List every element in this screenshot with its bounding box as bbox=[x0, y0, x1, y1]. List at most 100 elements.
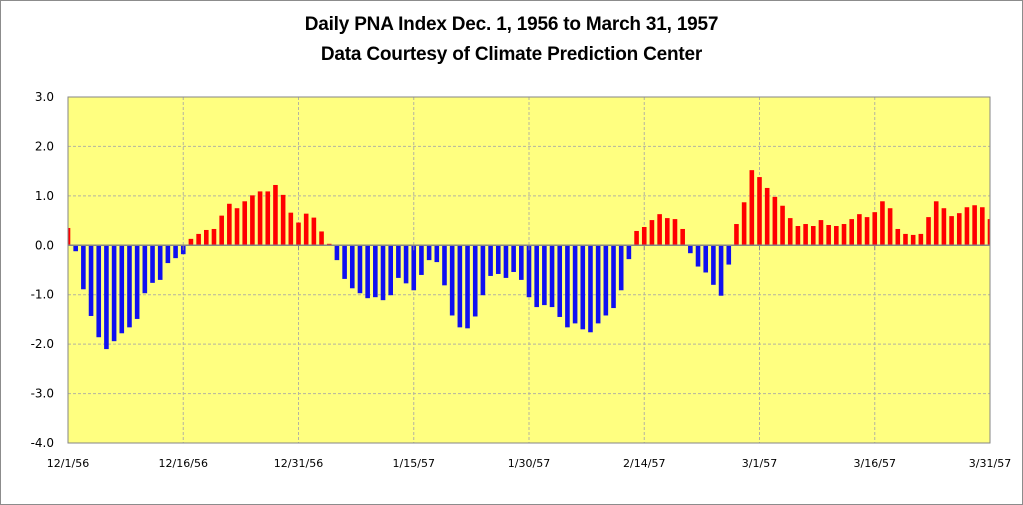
bar bbox=[219, 215, 224, 246]
bar bbox=[349, 245, 355, 289]
bar bbox=[81, 245, 86, 290]
bar bbox=[688, 245, 693, 254]
bar bbox=[542, 245, 547, 306]
bar bbox=[319, 231, 324, 246]
bar bbox=[411, 245, 417, 291]
bar bbox=[849, 219, 854, 246]
bar bbox=[204, 229, 209, 246]
bar bbox=[987, 219, 990, 246]
bar bbox=[772, 196, 778, 246]
bar bbox=[857, 214, 862, 246]
bar bbox=[757, 177, 762, 246]
bar bbox=[641, 227, 647, 246]
bar bbox=[834, 226, 839, 246]
bar bbox=[680, 228, 685, 246]
bar bbox=[580, 245, 586, 330]
bar bbox=[895, 228, 901, 246]
bar bbox=[780, 205, 785, 246]
bar bbox=[104, 245, 109, 350]
bar bbox=[365, 245, 370, 299]
bar bbox=[672, 219, 678, 246]
bar bbox=[234, 208, 240, 246]
bar bbox=[949, 216, 954, 246]
bar bbox=[795, 226, 801, 246]
bar bbox=[403, 245, 409, 284]
bar bbox=[810, 226, 816, 246]
bar bbox=[918, 233, 924, 246]
bar bbox=[503, 245, 509, 278]
bar bbox=[818, 220, 824, 246]
bar bbox=[88, 245, 94, 316]
bar bbox=[173, 245, 178, 259]
x-tick-label: 3/1/57 bbox=[742, 457, 777, 470]
bar bbox=[626, 245, 632, 260]
bar bbox=[426, 245, 432, 261]
bar bbox=[342, 245, 347, 279]
bar bbox=[373, 245, 378, 298]
bar bbox=[534, 245, 539, 308]
bar bbox=[211, 228, 217, 246]
bar bbox=[649, 220, 655, 246]
bar bbox=[68, 227, 71, 246]
bar bbox=[964, 207, 970, 246]
y-tick-label: -1.0 bbox=[31, 288, 54, 302]
bar bbox=[695, 245, 701, 267]
bar bbox=[142, 245, 148, 294]
bar bbox=[703, 245, 709, 273]
bar bbox=[657, 214, 662, 246]
bar bbox=[303, 213, 309, 246]
x-tick-label: 12/31/56 bbox=[274, 457, 323, 470]
chart-title: Daily PNA Index Dec. 1, 1956 to March 31… bbox=[304, 14, 719, 35]
x-tick-label: 12/16/56 bbox=[159, 457, 208, 470]
bar bbox=[227, 203, 232, 246]
x-tick-label: 12/1/56 bbox=[47, 457, 89, 470]
bar bbox=[718, 245, 724, 296]
bar bbox=[288, 212, 294, 246]
bar bbox=[634, 230, 639, 246]
bar bbox=[726, 245, 732, 265]
bar bbox=[434, 245, 440, 263]
bar bbox=[188, 238, 194, 246]
y-tick-label: 2.0 bbox=[35, 139, 54, 153]
bar bbox=[588, 245, 593, 333]
y-tick-label: -3.0 bbox=[31, 387, 54, 401]
bar bbox=[165, 245, 171, 264]
bar bbox=[449, 245, 455, 316]
bar bbox=[73, 245, 78, 252]
bar bbox=[119, 245, 125, 334]
x-tick-label: 3/31/57 bbox=[969, 457, 1011, 470]
bar bbox=[903, 233, 908, 246]
bar bbox=[519, 245, 524, 280]
y-tick-label: 0.0 bbox=[35, 238, 54, 252]
bar bbox=[864, 217, 870, 246]
bar bbox=[826, 225, 831, 246]
y-tick-label: -4.0 bbox=[31, 436, 54, 450]
bar bbox=[388, 245, 393, 296]
x-tick-label: 3/16/57 bbox=[854, 457, 896, 470]
bar bbox=[803, 224, 808, 246]
bar bbox=[926, 217, 931, 246]
bar bbox=[111, 245, 117, 342]
bar bbox=[711, 245, 716, 285]
bar bbox=[134, 245, 140, 319]
bar bbox=[488, 245, 493, 276]
bar bbox=[764, 187, 770, 246]
bar bbox=[972, 205, 977, 246]
bar bbox=[618, 245, 624, 291]
x-tick-label: 1/30/57 bbox=[508, 457, 550, 470]
bar bbox=[495, 245, 501, 274]
bar bbox=[741, 202, 747, 246]
bar bbox=[749, 170, 755, 246]
bar bbox=[665, 218, 670, 246]
bar bbox=[841, 224, 847, 246]
y-tick-labels: 3.0 2.0 1.0 0.0 -1.0 -2.0 -3.0 -4.0 bbox=[31, 90, 54, 450]
bar bbox=[565, 245, 570, 328]
bar bbox=[980, 207, 985, 246]
y-tick-label: -2.0 bbox=[31, 337, 54, 351]
bar bbox=[549, 245, 555, 308]
bar bbox=[196, 233, 201, 246]
bar bbox=[595, 245, 601, 324]
bar bbox=[526, 245, 532, 298]
bar bbox=[457, 245, 463, 328]
